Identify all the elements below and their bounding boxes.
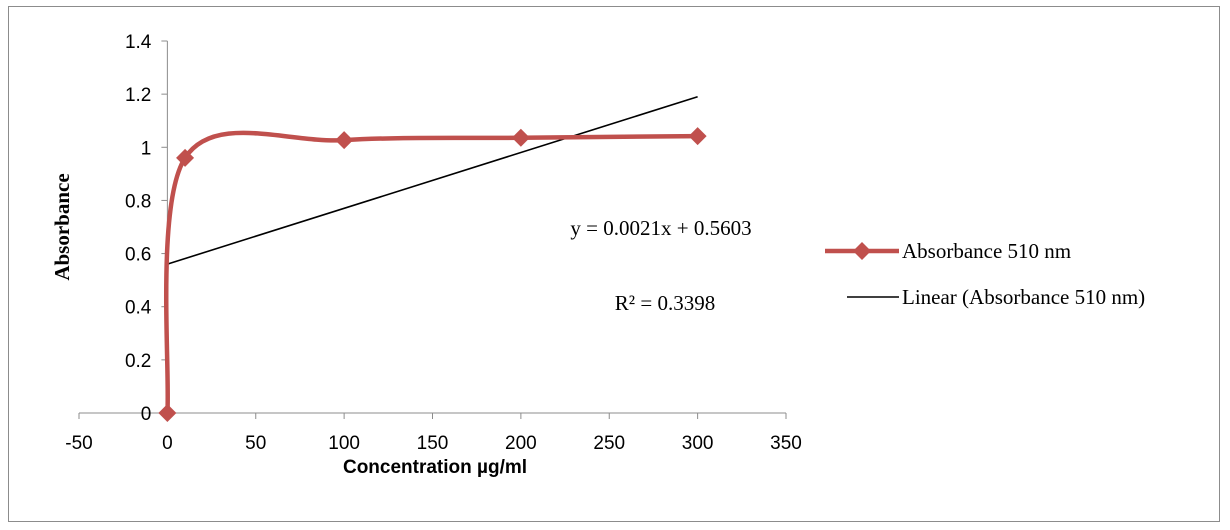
series-line: [163, 130, 698, 414]
x-tick-label: 150: [417, 433, 449, 454]
data-point-marker: [335, 131, 354, 150]
x-tick-label: 0: [162, 433, 173, 454]
y-tick-label: 0.4: [125, 298, 152, 319]
y-tick-label: 0: [141, 404, 152, 425]
trendline-equation: y = 0.0021x + 0.5603: [570, 216, 751, 240]
y-axis-title: Absorbance: [50, 173, 74, 280]
chart-frame: -50 0 50 100 150 200 250 300 350 0 0.2 0.4 0.6 0.8 1 1.…: [8, 6, 1220, 522]
r-squared-label: R² = 0.3398: [615, 291, 715, 315]
data-point-marker: [511, 128, 530, 147]
x-tick-label: 50: [245, 433, 266, 454]
legend-series-marker: [853, 242, 871, 260]
y-tick-label: 1.4: [125, 32, 152, 53]
x-tick-label: 100: [328, 433, 360, 454]
data-point-marker: [158, 404, 177, 422]
x-tick-label: 300: [682, 433, 714, 454]
data-point-marker: [176, 148, 195, 167]
x-tick-label: 350: [770, 433, 802, 454]
legend: Absorbance 510 nm Linear (Absorbance 510…: [825, 239, 1145, 309]
y-tick-label: 0.2: [125, 351, 151, 372]
x-axis-title: Concentration µg/ml: [343, 457, 527, 478]
trendline: [167, 95, 698, 265]
x-tick-label: -50: [65, 433, 92, 454]
x-tick-label: 250: [593, 433, 625, 454]
data-point-marker: [688, 127, 707, 146]
y-tick-label: 1: [141, 138, 152, 159]
y-tick-label: 0.6: [125, 245, 151, 266]
chart-canvas: -50 0 50 100 150 200 250 300 350 0 0.2 0.4 0.6 0.8 1 1.…: [50, 32, 1145, 478]
y-tick-label: 0.8: [125, 191, 151, 212]
legend-trendline-label: Linear (Absorbance 510 nm): [902, 285, 1145, 309]
y-tick-label: 1.2: [125, 85, 151, 106]
x-tick-label: 200: [505, 433, 537, 454]
legend-series-label: Absorbance 510 nm: [902, 239, 1071, 263]
